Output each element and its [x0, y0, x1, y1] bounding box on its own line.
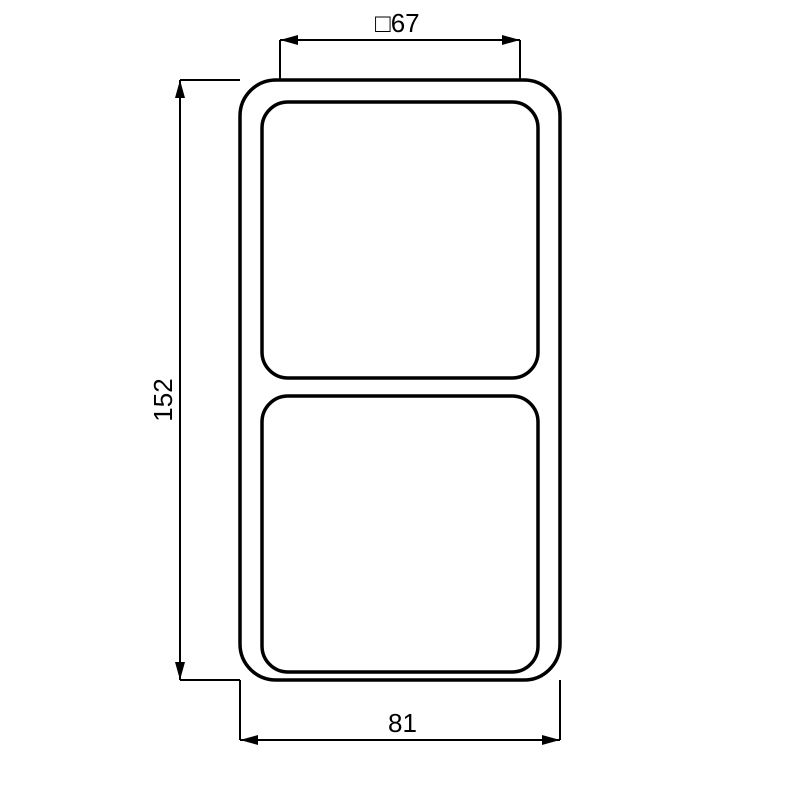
- inner-aperture-bottom: [262, 396, 538, 672]
- dimension-left-label: 152: [148, 378, 178, 421]
- dimension-bottom: 81: [240, 680, 560, 745]
- inner-aperture-top: [262, 102, 538, 378]
- dimension-top-label: □67: [375, 8, 420, 38]
- outer-frame: [240, 80, 560, 680]
- dimension-top: □67: [280, 8, 520, 80]
- dimension-bottom-label: 81: [388, 708, 417, 738]
- dimension-left: 152: [148, 80, 240, 680]
